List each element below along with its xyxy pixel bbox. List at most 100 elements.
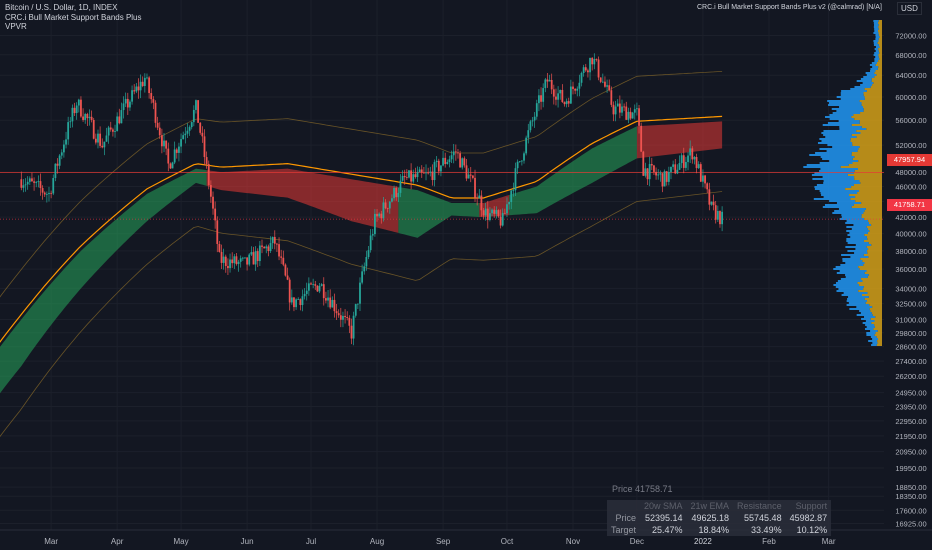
candle-body: [708, 189, 711, 205]
volume-bar-up: [862, 82, 874, 84]
y-tick-label: 22950.00: [895, 417, 926, 426]
candle-body: [171, 162, 174, 169]
candle-body: [623, 106, 626, 108]
volume-bar-down: [874, 72, 882, 74]
candle-body: [531, 120, 534, 122]
volume-bar-up: [823, 182, 861, 184]
candle-body: [682, 155, 685, 168]
candle-body: [569, 86, 572, 104]
candle-body: [474, 177, 476, 198]
volume-bar-up: [873, 20, 879, 22]
candle-body: [363, 266, 366, 272]
candle-body: [518, 161, 521, 162]
volume-bar-up: [874, 58, 880, 60]
candle-body: [33, 181, 35, 183]
candle-body: [633, 109, 636, 113]
candle-body: [156, 122, 159, 128]
candle-body: [178, 146, 180, 153]
volume-bar-up: [866, 334, 875, 336]
volume-bar-down: [855, 196, 882, 198]
candle-body: [684, 162, 687, 168]
candle-body: [710, 201, 713, 205]
volume-bar-up: [848, 302, 866, 304]
candle-body: [231, 259, 234, 264]
volume-bar-down: [878, 38, 882, 40]
volume-bar-up: [850, 256, 869, 258]
x-tick-label: Feb: [762, 537, 776, 546]
volume-bar-up: [870, 336, 877, 338]
candle-body: [54, 163, 57, 179]
candle-body: [205, 157, 208, 164]
candle-body: [244, 257, 246, 259]
y-tick-label: 27400.00: [895, 357, 926, 366]
volume-bar-up: [821, 140, 851, 142]
candle-body: [361, 271, 364, 283]
indicator-name[interactable]: CRC.i Bull Market Support Bands Plus: [5, 13, 142, 22]
volume-bar-up: [846, 230, 870, 232]
volume-bar-up: [856, 314, 873, 316]
volume-bar-down: [859, 100, 882, 102]
volume-bar-down: [874, 320, 882, 322]
symbol-title[interactable]: Bitcoin / U.S. Dollar, 1D, INDEX: [5, 3, 118, 12]
volume-bar-up: [875, 56, 879, 58]
volume-bar-down: [877, 342, 882, 344]
volume-bar-up: [815, 152, 852, 154]
candle-body: [216, 220, 219, 244]
volume-bar-up: [856, 306, 873, 308]
volume-bar-up: [873, 54, 879, 56]
volume-bar-down: [872, 306, 882, 308]
volume-bar-up: [849, 308, 870, 310]
volume-bar-up: [853, 224, 872, 226]
candle-body: [186, 130, 189, 134]
volume-bar-up: [839, 270, 867, 272]
volume-bar-up: [822, 158, 853, 160]
volume-bar-down: [872, 314, 882, 316]
candle-body: [429, 171, 432, 173]
candle-body: [457, 152, 459, 154]
candle-body: [197, 100, 200, 123]
candle-body: [290, 297, 293, 303]
volume-bar-up: [829, 200, 856, 202]
volume-bar-up: [871, 344, 877, 346]
volume-bar-up: [835, 286, 864, 288]
stats-row-target: Target 25.47% 18.84% 33.49% 10.12%: [607, 524, 831, 536]
currency-selector[interactable]: USD: [897, 2, 922, 15]
candle-body: [101, 145, 104, 148]
volume-bar-down: [862, 106, 882, 108]
candle-body: [214, 208, 217, 221]
volume-bar-up: [835, 266, 859, 268]
y-tick-label: 28600.00: [895, 343, 926, 352]
candle-body: [405, 177, 408, 178]
candle-body: [665, 171, 668, 182]
resistance-line: [0, 71, 723, 298]
candle-body: [241, 257, 244, 259]
candle-body: [680, 155, 683, 164]
volume-bar-up: [838, 120, 860, 122]
x-tick-label: Aug: [370, 537, 384, 546]
volume-bar-up: [865, 324, 875, 326]
candle-body: [721, 211, 724, 225]
candle-body: [63, 144, 65, 153]
candle-body: [105, 135, 108, 142]
vpvr-name[interactable]: VPVR: [5, 22, 27, 31]
volume-bar-down: [856, 136, 882, 138]
candle-body: [612, 104, 615, 115]
candle-body: [229, 259, 231, 269]
volume-bar-down: [854, 156, 882, 158]
candle-body: [382, 202, 385, 219]
candle-body: [180, 139, 182, 147]
candle-body: [614, 106, 617, 115]
volume-bar-up: [874, 60, 879, 62]
candle-body: [702, 175, 704, 182]
volume-bar-down: [868, 256, 882, 258]
volume-bar-up: [823, 196, 856, 198]
volume-bar-down: [863, 288, 882, 290]
candle-body: [252, 252, 255, 265]
volume-bar-down: [865, 302, 882, 304]
candle-body: [165, 140, 168, 149]
volume-bar-down: [863, 108, 882, 110]
volume-bar-up: [860, 312, 872, 314]
volume-bar-up: [875, 36, 880, 38]
volume-bar-down: [874, 326, 882, 328]
